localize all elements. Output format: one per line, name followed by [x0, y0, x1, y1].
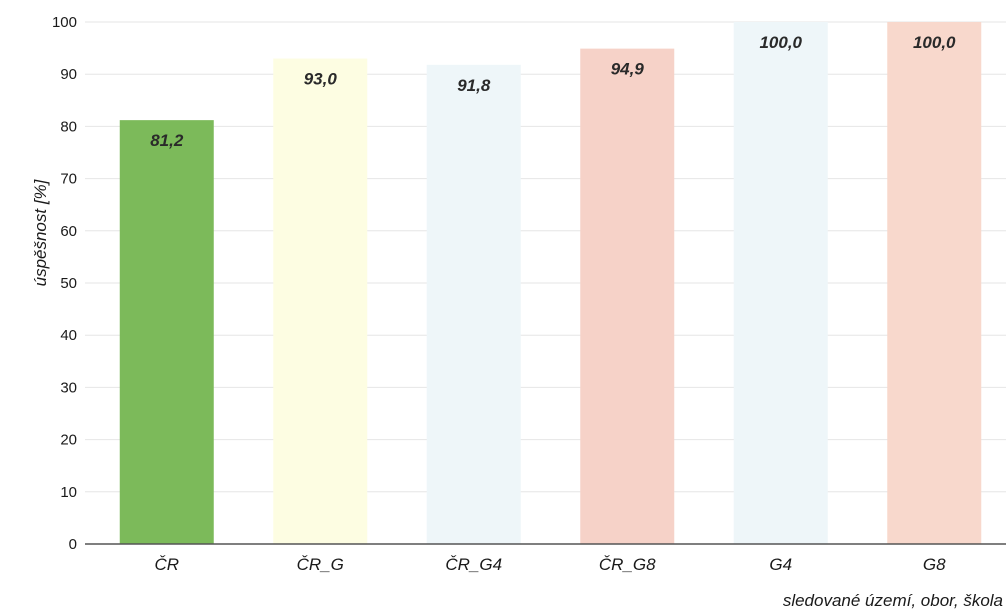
x-category-label: ČR_G — [297, 555, 344, 574]
data-label: 93,0 — [304, 70, 338, 89]
y-tick-label: 60 — [60, 223, 77, 240]
y-tick-label: 70 — [60, 171, 77, 188]
y-tick-label: 20 — [60, 432, 77, 449]
bar — [273, 58, 368, 544]
bar — [733, 22, 828, 544]
gridlines — [85, 21, 1006, 493]
y-tick-labels: 0 10 20 30 40 50 60 70 80 90 100 — [52, 14, 77, 553]
y-axis-title: úspěšnost [%] — [31, 178, 50, 286]
bar — [580, 48, 675, 544]
y-tick-label: 80 — [60, 118, 77, 135]
bars — [119, 22, 982, 545]
x-category-labels: ČR ČR_G ČR_G4 ČR_G8 G4 G8 — [154, 555, 946, 574]
bar — [887, 22, 982, 544]
y-tick-label: 10 — [60, 484, 77, 501]
y-tick-label: 50 — [60, 275, 77, 292]
data-label: 100,0 — [759, 33, 802, 52]
data-label: 94,9 — [611, 60, 645, 79]
y-tick-label: 40 — [60, 327, 77, 344]
x-category-label: G4 — [769, 555, 792, 574]
y-tick-label: 100 — [52, 14, 77, 31]
x-category-label: ČR — [154, 555, 179, 574]
x-category-label: G8 — [923, 555, 946, 574]
y-tick-label: 90 — [60, 66, 77, 83]
bar — [119, 120, 214, 545]
x-axis-title: sledované území, obor, škola — [783, 591, 1003, 610]
data-label: 91,8 — [457, 76, 491, 95]
data-label: 100,0 — [913, 33, 956, 52]
y-tick-label: 0 — [69, 536, 77, 553]
x-category-label: ČR_G8 — [599, 555, 656, 574]
data-labels: 81,2 93,0 91,8 94,9 100,0 100,0 — [150, 33, 956, 150]
x-category-label: ČR_G4 — [445, 555, 502, 574]
bar — [426, 64, 521, 544]
y-tick-label: 30 — [60, 379, 77, 396]
data-label: 81,2 — [150, 131, 184, 150]
